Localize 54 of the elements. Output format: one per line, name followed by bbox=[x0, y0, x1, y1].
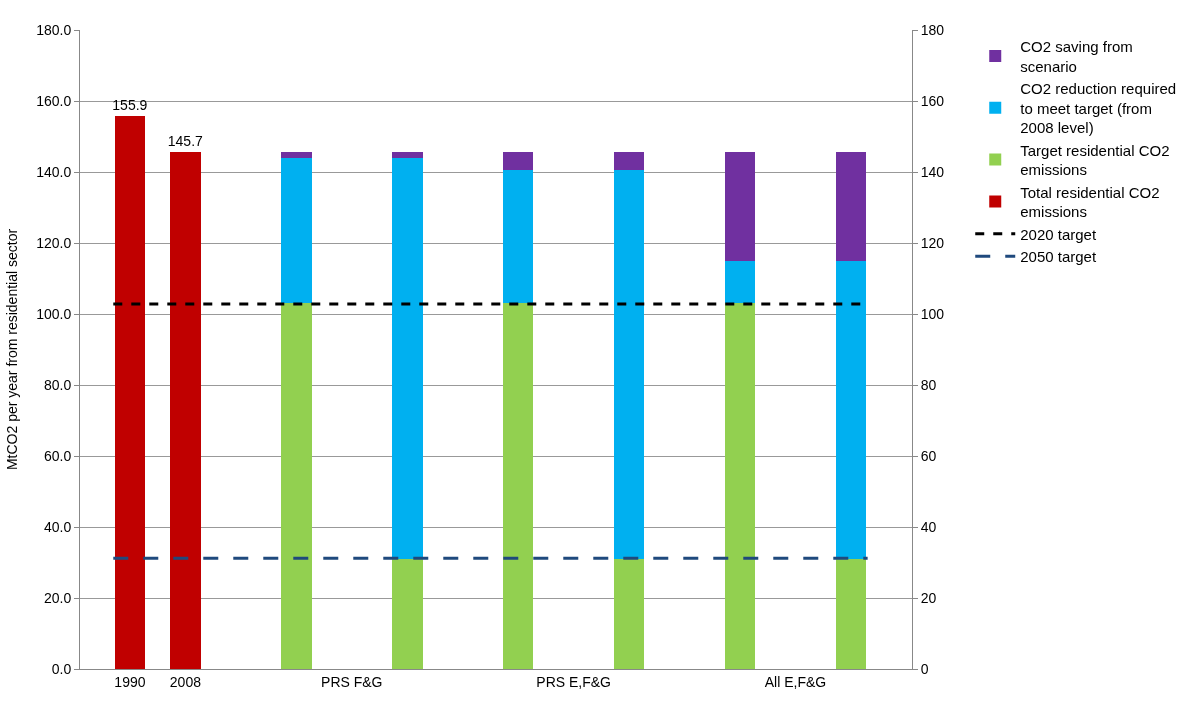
y2-tick-label: 20 bbox=[920, 589, 937, 606]
bar bbox=[281, 157, 312, 304]
bar bbox=[835, 260, 867, 559]
bar bbox=[170, 151, 201, 669]
bar bbox=[502, 303, 534, 669]
y-tick-label: 160.0 bbox=[36, 92, 72, 109]
y2-tick-label: 120 bbox=[920, 234, 945, 251]
y-tick-label: 120.0 bbox=[36, 234, 72, 251]
y2-tick-label: 100 bbox=[920, 305, 945, 322]
y2-tick-label: 0 bbox=[920, 660, 929, 677]
x-tick-label: PRS E,F&G bbox=[536, 673, 611, 690]
bar bbox=[114, 115, 146, 669]
bar bbox=[281, 303, 312, 669]
y2-tick-label: 80 bbox=[920, 376, 937, 393]
bar bbox=[835, 151, 867, 261]
y2-tick-label: 180 bbox=[920, 21, 945, 38]
x-tick-label: 1990 bbox=[114, 673, 146, 690]
bar bbox=[502, 151, 534, 171]
legend-label: Target residential CO2 emissions bbox=[1020, 141, 1170, 179]
legend-label: 2020 target bbox=[1020, 225, 1097, 243]
y2-tick-label: 140 bbox=[920, 163, 945, 180]
data-label: 155.9 bbox=[112, 96, 148, 113]
x-tick-label: All E,F&G bbox=[764, 673, 827, 690]
y2-tick-label: 160 bbox=[920, 92, 945, 109]
y-tick-label: 140.0 bbox=[36, 163, 72, 180]
bar bbox=[724, 260, 756, 304]
bar bbox=[835, 558, 867, 669]
bar bbox=[724, 303, 756, 669]
legend-label: 2050 target bbox=[1020, 248, 1097, 266]
legend-label: Total residential CO2 emissions bbox=[1020, 183, 1160, 221]
y2-tick-label: 40 bbox=[920, 518, 937, 535]
y-tick-label: 20.0 bbox=[43, 589, 72, 606]
data-label: 145.7 bbox=[167, 132, 204, 149]
bar bbox=[392, 151, 423, 158]
y-tick-label: 180.0 bbox=[36, 21, 72, 38]
bar bbox=[613, 151, 645, 171]
y-tick-label: 60.0 bbox=[43, 447, 72, 464]
y-tick-label: 80.0 bbox=[43, 376, 72, 393]
y-axis-title: MtCO2 per year from residential sector bbox=[3, 228, 20, 471]
legend-label: CO2 reduction required to meet target (from 2008 level) bbox=[1020, 80, 1177, 137]
bar bbox=[392, 157, 423, 559]
bar bbox=[724, 151, 756, 261]
y-tick-label: 100.0 bbox=[36, 305, 72, 322]
y2-tick-label: 60 bbox=[920, 447, 937, 464]
legend-label: CO2 saving from scenario bbox=[1020, 38, 1133, 75]
y-tick-label: 0.0 bbox=[51, 660, 72, 677]
x-tick-label: 2008 bbox=[169, 673, 202, 690]
bar bbox=[502, 170, 534, 304]
x-tick-label: PRS F&G bbox=[321, 673, 383, 690]
bar bbox=[281, 151, 312, 158]
y-tick-label: 40.0 bbox=[43, 518, 72, 535]
bar bbox=[613, 170, 645, 559]
bar bbox=[392, 558, 423, 669]
bar bbox=[613, 558, 645, 669]
